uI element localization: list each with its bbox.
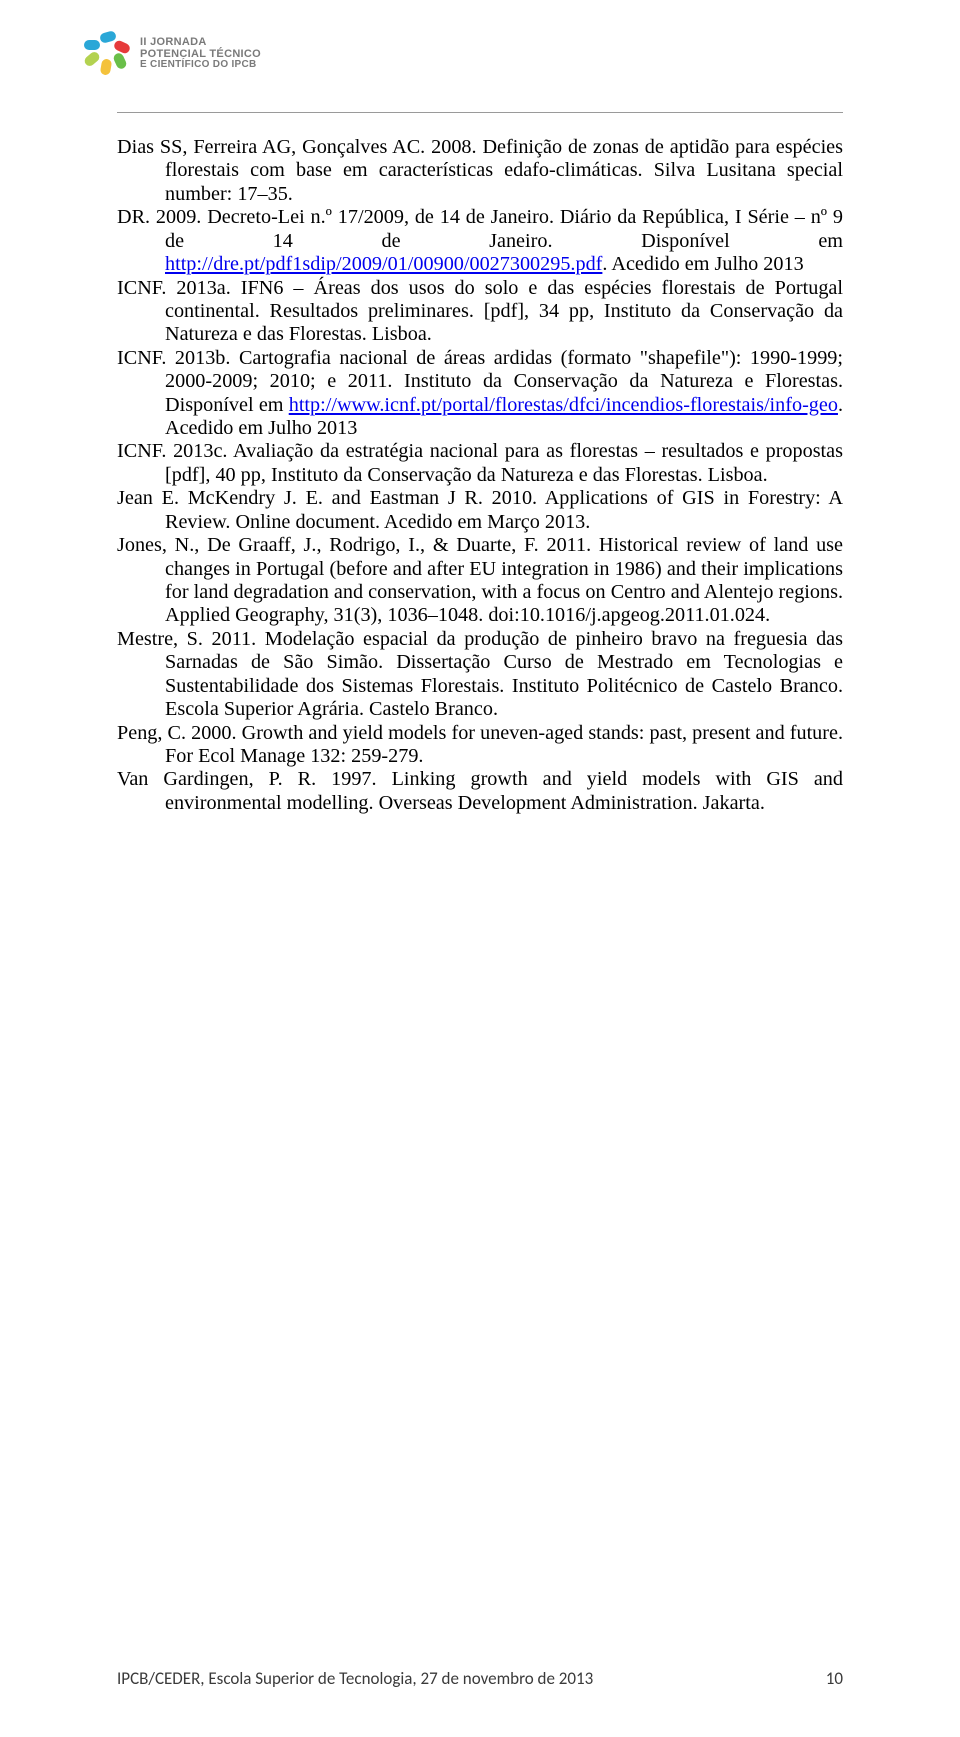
reference-link[interactable]: http://www.icnf.pt/portal/florestas/dfci… bbox=[289, 394, 838, 416]
page-footer: IPCB/CEDER, Escola Superior de Tecnologi… bbox=[117, 1668, 843, 1689]
reference-text: DR. 2009. Decreto-Lei n.º 17/2009, de 14… bbox=[117, 206, 843, 251]
reference-text: ICNF. 2013c. Avaliação da estratégia nac… bbox=[117, 440, 843, 485]
reference-item: Dias SS, Ferreira AG, Gonçalves AC. 2008… bbox=[117, 136, 843, 206]
logo-mark-icon bbox=[86, 32, 130, 76]
reference-text: Jones, N., De Graaff, J., Rodrigo, I., &… bbox=[117, 534, 843, 626]
reference-item: ICNF. 2013b. Cartografia nacional de áre… bbox=[117, 347, 843, 441]
logo-line-3: E CIENTÍFICO DO IPCB bbox=[140, 60, 261, 71]
reference-text: ICNF. 2013a. IFN6 – Áreas dos usos do so… bbox=[117, 277, 843, 346]
reference-item: ICNF. 2013c. Avaliação da estratégia nac… bbox=[117, 440, 843, 487]
reference-item: DR. 2009. Decreto-Lei n.º 17/2009, de 14… bbox=[117, 206, 843, 276]
footer-left: IPCB/CEDER, Escola Superior de Tecnologi… bbox=[117, 1668, 593, 1689]
reference-item: ICNF. 2013a. IFN6 – Áreas dos usos do so… bbox=[117, 277, 843, 347]
logo-text: II JORNADA POTENCIAL TÉCNICO E CIENTÍFIC… bbox=[140, 37, 261, 71]
reference-item: Jean E. McKendry J. E. and Eastman J R. … bbox=[117, 487, 843, 534]
reference-link[interactable]: http://dre.pt/pdf1sdip/2009/01/00900/002… bbox=[165, 253, 602, 275]
references-block: Dias SS, Ferreira AG, Gonçalves AC. 2008… bbox=[117, 136, 843, 815]
reference-text: Van Gardingen, P. R. 1997. Linking growt… bbox=[117, 768, 843, 813]
reference-item: Van Gardingen, P. R. 1997. Linking growt… bbox=[117, 768, 843, 815]
reference-item: Jones, N., De Graaff, J., Rodrigo, I., &… bbox=[117, 534, 843, 628]
page: II JORNADA POTENCIAL TÉCNICO E CIENTÍFIC… bbox=[0, 0, 960, 1737]
reference-text: Jean E. McKendry J. E. and Eastman J R. … bbox=[117, 487, 843, 532]
reference-text: . Acedido em Julho 2013 bbox=[602, 253, 803, 275]
reference-text: Peng, C. 2000. Growth and yield models f… bbox=[117, 722, 843, 767]
footer-page-number: 10 bbox=[826, 1668, 843, 1689]
reference-text: Mestre, S. 2011. Modelação espacial da p… bbox=[117, 628, 843, 720]
reference-item: Peng, C. 2000. Growth and yield models f… bbox=[117, 722, 843, 769]
reference-item: Mestre, S. 2011. Modelação espacial da p… bbox=[117, 628, 843, 722]
reference-text: Dias SS, Ferreira AG, Gonçalves AC. 2008… bbox=[117, 136, 843, 205]
header-logo: II JORNADA POTENCIAL TÉCNICO E CIENTÍFIC… bbox=[86, 32, 261, 76]
header-divider bbox=[117, 112, 843, 113]
